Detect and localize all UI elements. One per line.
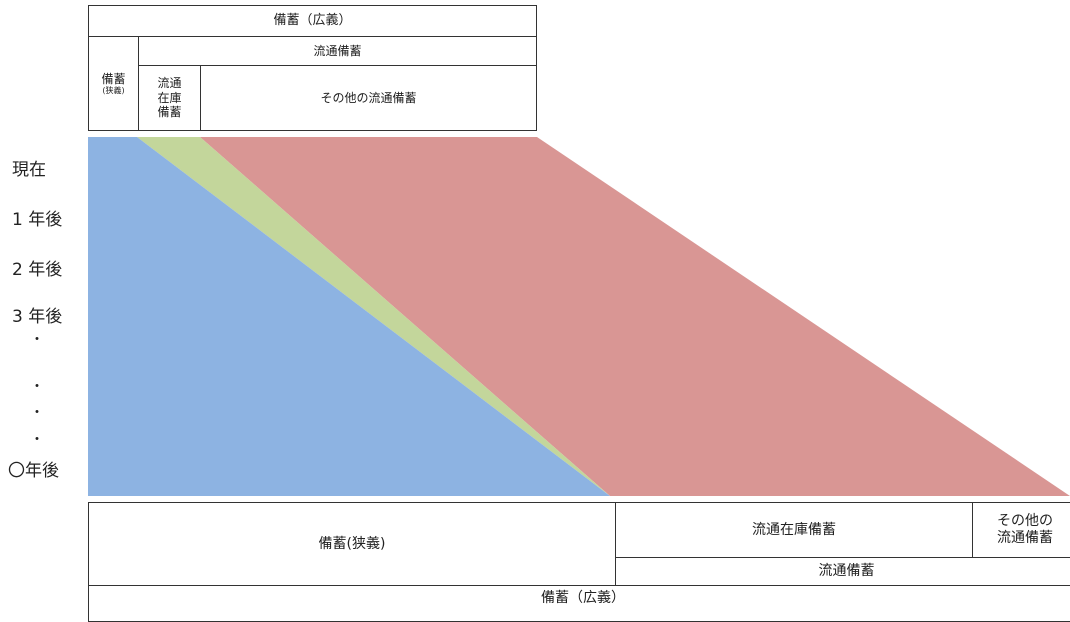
top-broad-label: 備蓄（広義） [273, 13, 352, 29]
top-other-label: その他の流通備蓄 [200, 65, 536, 130]
time-label-year2: 2 年後 [12, 260, 63, 280]
bottom-distribution-label: 流通備蓄 [615, 557, 1070, 585]
ellipsis-dot: ・ [30, 379, 44, 395]
band-distribution-inventory [137, 137, 968, 496]
ellipsis-dot: ・ [30, 332, 44, 348]
bottom-narrow-label: 備蓄(狭義) [318, 535, 386, 552]
time-label-now: 現在 [12, 160, 46, 180]
bottom-other-label: その他の 流通備蓄 [972, 503, 1070, 557]
bottom-broad-label: 備蓄（広義） [89, 585, 1070, 613]
top-narrow-cell: 備蓄 (狭義) [89, 36, 138, 130]
band-other-distribution [200, 137, 1070, 496]
time-label-year3: 3 年後 [12, 307, 63, 327]
top-distribution-label: 流通備蓄 [138, 36, 536, 65]
bottom-dist-inventory-label: 流通在庫備蓄 [615, 503, 972, 557]
time-label-year1: 1 年後 [12, 210, 63, 230]
ellipsis-dot: ・ [30, 432, 44, 448]
top-table: 備蓄（広義） 流通備蓄 備蓄 (狭義) 流通 在庫 備蓄 その他の流通備蓄 [88, 5, 537, 131]
top-dist-inventory-label: 流通 在庫 備蓄 [138, 65, 200, 130]
ellipsis-dot: ・ [30, 405, 44, 421]
time-label-final: 〇年後 [8, 461, 59, 481]
bottom-table: 備蓄(狭義) 流通在庫備蓄 その他の 流通備蓄 流通備蓄 備蓄（広義） [88, 502, 1070, 622]
band-narrow-stock [88, 137, 610, 496]
top-narrow-sub: (狭義) [102, 85, 125, 95]
top-narrow-label: 備蓄 [101, 71, 126, 86]
